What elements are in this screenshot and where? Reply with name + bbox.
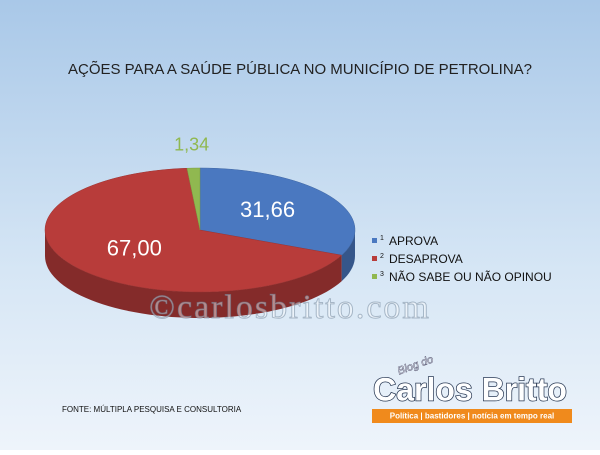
data-label: 1,34 — [174, 134, 209, 154]
pie-slice — [44, 167, 343, 293]
legend-number: 3 — [380, 271, 384, 278]
chart-title: AÇÕES PARA A SAÚDE PÚBLICA NO MUNICÍPIO … — [68, 61, 532, 78]
legend-label: APROVA — [389, 234, 438, 248]
legend: 1 APROVA 2 DESAPROVA 3 NÃO SABE OU NÃO OPINOU — [372, 234, 552, 284]
data-label: 31,66 — [240, 197, 295, 222]
legend-swatch — [372, 274, 377, 279]
legend-label: DESAPROVA — [389, 252, 463, 266]
source: FONTE: MÚLTIPLA PESQUISA E CONSULTORIA — [62, 405, 242, 414]
logo-name: Carlos Britto — [373, 371, 567, 407]
watermark: ©carlosbritto.com — [149, 289, 431, 326]
pie-side — [45, 230, 342, 318]
pie: 31,66 67,00 1,34 — [44, 134, 356, 318]
logo: Blog do Carlos Britto Política | bastido… — [372, 353, 572, 423]
legend-label: NÃO SABE OU NÃO OPINOU — [389, 270, 552, 284]
logo-tagline: Política | bastidores | notícia em tempo… — [390, 412, 555, 421]
pie-slice — [199, 167, 356, 256]
data-label: 67,00 — [107, 236, 162, 261]
legend-number: 1 — [380, 235, 384, 242]
legend-swatch — [372, 238, 377, 243]
legend-swatch — [372, 256, 377, 261]
legend-number: 2 — [380, 253, 384, 260]
logo-bar — [372, 409, 572, 423]
pie-slice — [186, 167, 201, 231]
